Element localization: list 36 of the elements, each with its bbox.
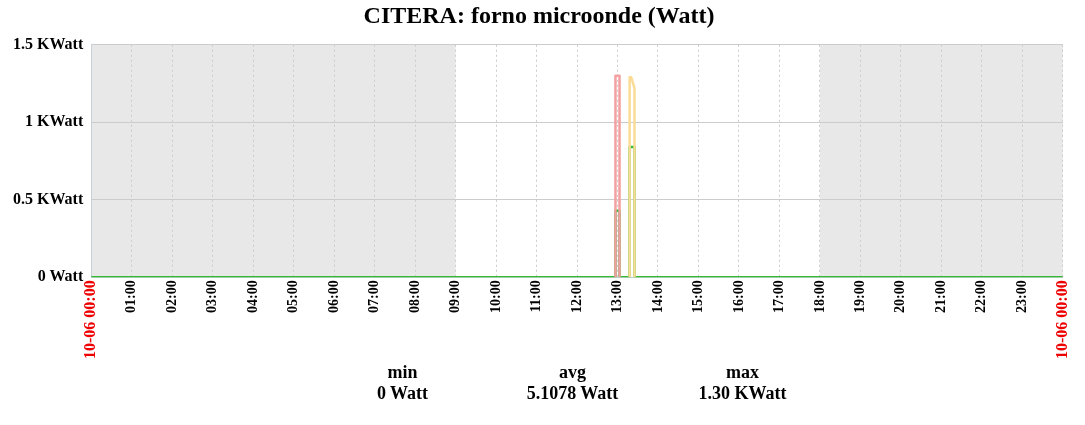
x-tick-label: 04:00 [244,280,260,314]
text: 1.30 KWatt [697,383,788,404]
x-tick-label: 13:00 [609,280,625,314]
x-tick-label: 11:00 [528,280,544,313]
x-tick-label: 10:00 [487,280,503,314]
x-tick-label: 01:00 [123,280,139,314]
x-tick-label: 17:00 [771,280,787,314]
x-tick-label: 02:00 [163,280,179,314]
x-tick-label: 06:00 [325,280,341,314]
y-tick-label: 0.5 KWatt [13,189,84,207]
x-tick-label: 08:00 [406,280,422,314]
text: min [386,362,419,383]
x-tick-label: 05:00 [285,280,301,314]
x-tick-label: 07:00 [366,280,382,314]
x-tick-label: 09:00 [447,280,463,314]
x-tick-label: 10-06 00:00 [81,280,99,359]
x-tick-label: 18:00 [811,280,827,314]
x-tick-label: 10-06 00:00 [1052,280,1070,359]
x-tick-label: 19:00 [852,280,867,314]
x-tick-label: 21:00 [932,280,948,314]
x-tick-label: 22:00 [973,280,989,314]
x-tick-label: 14:00 [649,280,665,314]
x-tick-label: 15:00 [690,280,706,314]
text: 0 Watt [375,383,430,404]
text: max [725,362,760,383]
y-tick-label: 1.5 KWatt [13,34,84,52]
y-tick-label: 1 KWatt [25,112,84,130]
chart-title: CITERA: forno microonde (Watt) [363,1,715,28]
text: avg [558,362,587,383]
x-tick-label: 20:00 [892,280,908,314]
x-tick-label: 12:00 [568,280,584,314]
x-tick-label: 16:00 [730,280,746,314]
text: 5.1078 Watt [525,383,620,404]
y-tick-label: 0 Watt [37,267,84,285]
x-tick-label: 23:00 [1013,280,1029,314]
x-tick-label: 03:00 [204,280,220,314]
